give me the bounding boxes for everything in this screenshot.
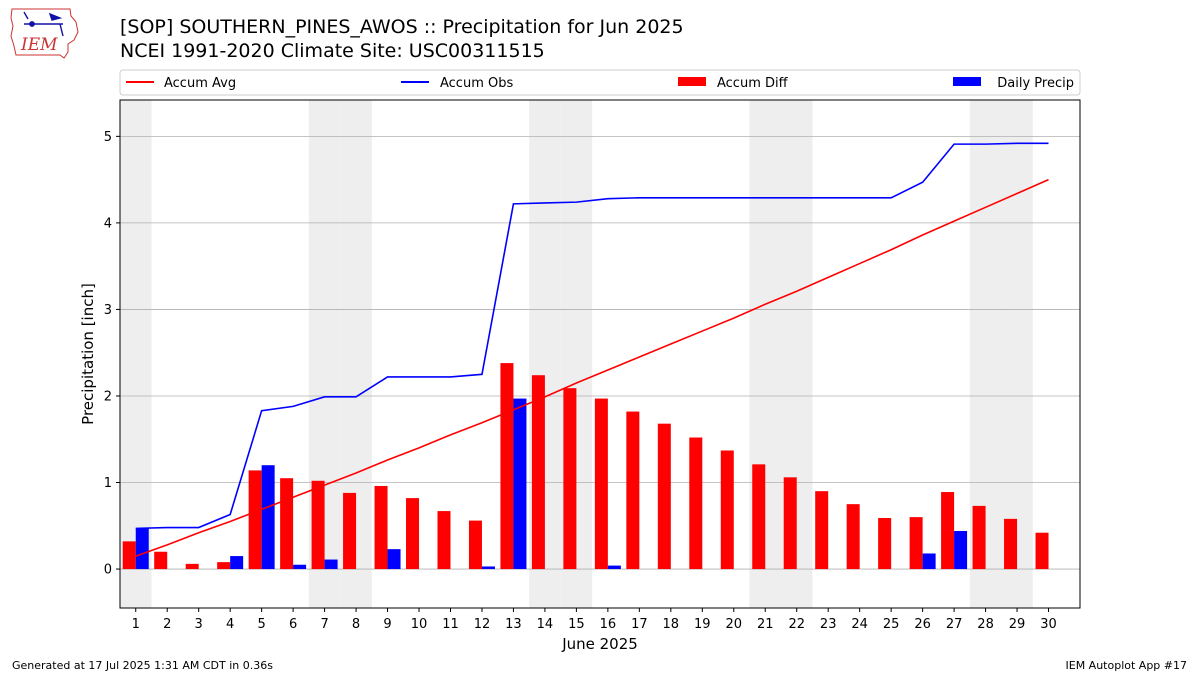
x-tick-label: 8	[352, 617, 360, 632]
x-tick-label: 23	[820, 617, 837, 632]
daily-precip-bar	[230, 556, 244, 570]
x-tick-label: 10	[411, 617, 428, 632]
x-tick-label: 19	[694, 617, 711, 632]
legend-box	[119, 69, 1081, 96]
accum-diff-bar	[783, 477, 797, 570]
accum-diff-bar	[311, 480, 325, 570]
y-tick-label: 2	[104, 389, 112, 404]
x-tick-label: 21	[757, 617, 774, 632]
x-tick-label: 27	[946, 617, 963, 632]
legend-label: Daily Precip	[997, 76, 1074, 91]
x-tick-label: 9	[383, 617, 391, 632]
y-tick-label: 3	[104, 303, 112, 318]
y-tick-label: 4	[104, 216, 112, 231]
accum-diff-bar	[248, 470, 262, 570]
x-tick-label: 17	[631, 617, 648, 632]
accum-diff-bar	[594, 398, 608, 570]
x-tick-label: 7	[320, 617, 328, 632]
accum-diff-bar	[468, 520, 482, 570]
accum-diff-bar	[752, 464, 766, 570]
plot-frame	[119, 99, 1081, 609]
daily-precip-bar	[954, 530, 968, 570]
accum-diff-bar	[374, 485, 388, 570]
accum-diff-bar	[1004, 518, 1018, 570]
accum-diff-bar	[500, 363, 514, 570]
x-tick-label: 29	[1009, 617, 1026, 632]
accum-diff-bar	[280, 478, 294, 570]
x-tick-label: 25	[883, 617, 900, 632]
x-tick-label: 20	[725, 617, 742, 632]
legend-swatch-accum-diff	[678, 77, 706, 86]
x-tick-label: 13	[505, 617, 522, 632]
accum-diff-bar	[657, 423, 671, 570]
accum-diff-bar	[154, 551, 168, 570]
accum-diff-bar	[531, 375, 545, 570]
y-tick-label: 1	[104, 476, 112, 491]
chart-subtitle: NCEI 1991-2020 Climate Site: USC00311515	[120, 40, 545, 62]
x-tick-label: 2	[163, 617, 171, 632]
y-axis-label: Precipitation [inch]	[79, 283, 97, 425]
x-tick-label: 6	[289, 617, 297, 632]
x-tick-label: 28	[977, 617, 994, 632]
x-tick-label: 3	[195, 617, 203, 632]
x-tick-label: 1	[132, 617, 140, 632]
legend-swatch-daily-precip	[953, 77, 981, 86]
legend-label: Accum Avg	[164, 76, 236, 91]
daily-precip-bar	[481, 566, 495, 570]
daily-precip-bar	[607, 565, 621, 570]
weekend-band	[120, 100, 152, 608]
y-tick-label: 0	[104, 563, 112, 578]
accum-diff-bar	[563, 388, 577, 570]
accum-diff-bar	[1035, 532, 1049, 570]
x-tick-label: 26	[914, 617, 931, 632]
accum-diff-bar	[878, 517, 892, 570]
accum-diff-bar	[941, 492, 955, 570]
x-tick-label: 22	[788, 617, 805, 632]
daily-precip-bar	[324, 559, 338, 570]
accum-diff-bar	[720, 450, 734, 570]
x-tick-label: 16	[600, 617, 617, 632]
accum-diff-bar	[972, 505, 986, 570]
accum-diff-bar	[846, 504, 860, 570]
footer-app: IEM Autoplot App #17	[1065, 659, 1188, 672]
x-tick-label: 14	[537, 617, 554, 632]
accum-avg-line	[135, 178, 1049, 557]
daily-precip-bar	[293, 564, 307, 570]
accum-diff-bar	[437, 511, 451, 570]
legend-label: Accum Obs	[440, 76, 513, 91]
legend-label: Accum Diff	[717, 76, 789, 91]
x-tick-label: 24	[851, 617, 868, 632]
accum-diff-bar	[185, 563, 199, 570]
accum-diff-bar	[343, 492, 357, 570]
x-axis-label: June 2025	[561, 635, 638, 653]
chart-title: [SOP] SOUTHERN_PINES_AWOS :: Precipitati…	[120, 16, 684, 38]
accum-diff-bar	[406, 498, 420, 570]
footer-generated: Generated at 17 Jul 2025 1:31 AM CDT in …	[12, 659, 273, 672]
x-tick-label: 18	[663, 617, 680, 632]
accum-obs-line	[135, 142, 1049, 530]
iem-logo: IEM	[10, 8, 79, 59]
x-tick-label: 4	[226, 617, 234, 632]
x-tick-label: 12	[474, 617, 491, 632]
daily-precip-bar	[922, 553, 936, 570]
logo-text: IEM	[20, 35, 58, 55]
x-tick-label: 15	[568, 617, 585, 632]
daily-precip-bar	[135, 528, 149, 570]
accum-diff-bar	[626, 411, 640, 570]
x-tick-label: 30	[1040, 617, 1057, 632]
x-tick-label: 5	[257, 617, 265, 632]
accum-diff-bar	[689, 437, 703, 570]
accum-diff-bar	[217, 562, 231, 570]
x-tick-label: 11	[442, 617, 459, 632]
daily-precip-bar	[387, 549, 401, 570]
accum-diff-bar	[909, 517, 923, 570]
daily-precip-bar	[513, 398, 527, 570]
y-tick-label: 5	[104, 130, 112, 145]
accum-diff-bar	[815, 491, 829, 570]
daily-precip-bar	[261, 465, 275, 570]
accum-diff-bar	[122, 541, 136, 570]
